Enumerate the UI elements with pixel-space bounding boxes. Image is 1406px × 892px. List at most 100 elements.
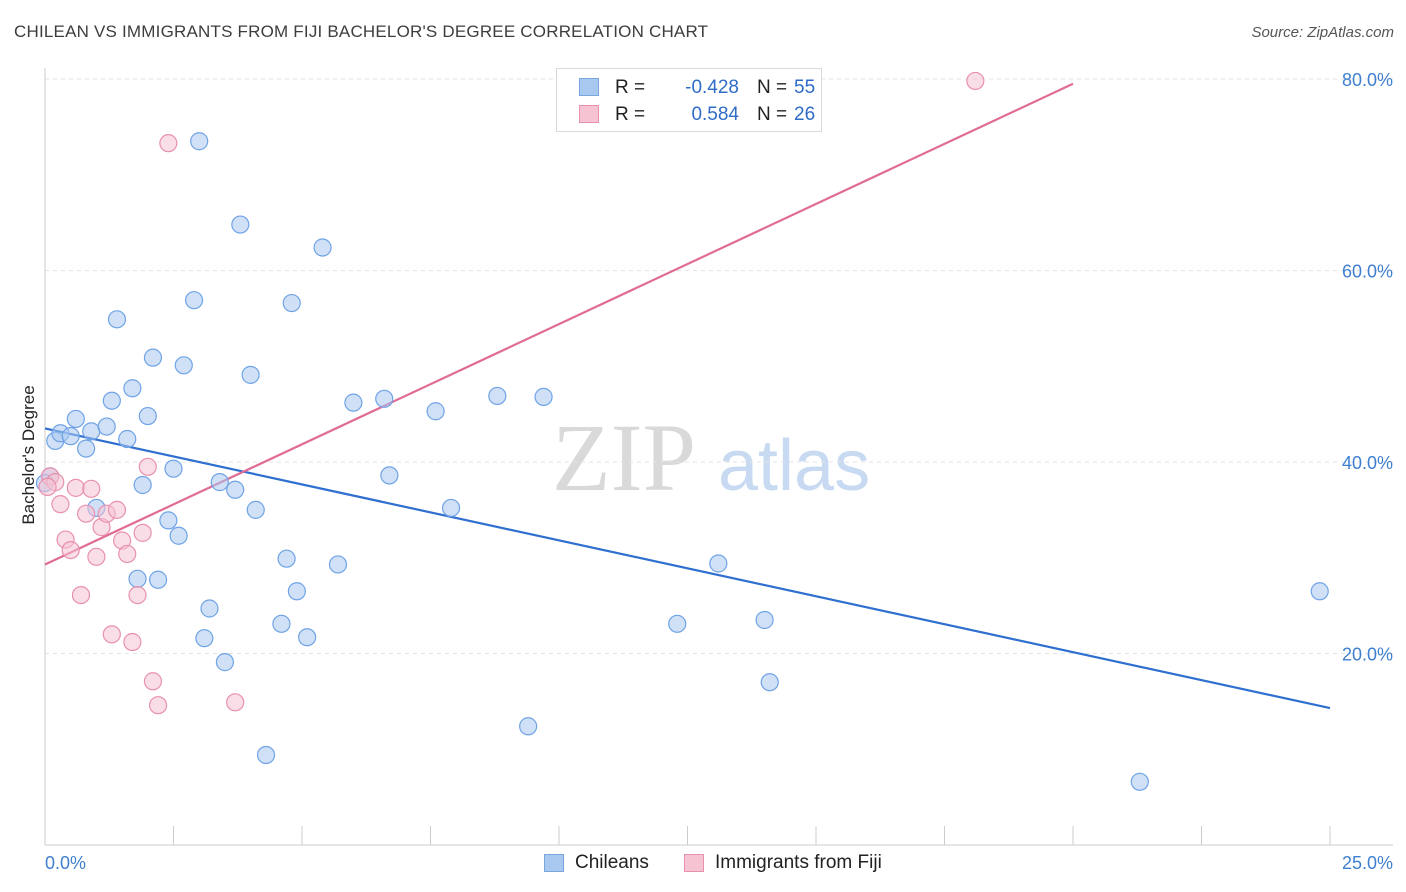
data-point-chileans [287,582,306,601]
data-point-chileans [256,745,276,765]
y-tick-label: 60.0% [1342,262,1393,282]
data-point-chileans [375,389,394,408]
trend-lines [44,82,1331,710]
data-point-chileans [143,348,163,367]
data-point-fiji [107,500,127,519]
x-tick-labels: 0.0% 25.0% [45,853,1393,873]
data-point-chileans [246,500,265,519]
data-point-chileans [133,475,152,495]
legend-n-value: 26 [794,104,816,125]
data-point-chileans [174,356,193,375]
legend-r-value: -0.428 [685,77,739,98]
data-point-chileans [313,238,332,257]
source-label: Source: ZipAtlas.com [1251,24,1394,41]
legend-r-label: R = [615,77,646,98]
x-tick-label: 25.0% [1342,853,1393,873]
gridlines [45,78,1393,654]
data-point-chileans [709,554,728,573]
data-point-fiji [148,696,168,715]
data-point-chileans [441,498,461,518]
bottom-legend-label-fiji: Immigrants from Fiji [715,852,882,873]
data-point-chileans [97,417,116,436]
legend-swatch-chileans [579,78,599,96]
data-point-chileans [760,673,779,692]
watermark-zip: ZIP [552,404,696,511]
y-tick-labels: 20.0% 40.0% 60.0% 80.0% [1342,70,1393,665]
data-point-fiji [61,540,80,560]
data-point-fiji [133,523,152,542]
data-point-chileans [148,570,168,589]
watermark-atlas: atlas [718,426,870,506]
legend-n-label: N = [757,77,788,98]
data-point-fiji [118,544,137,564]
data-point-chileans [755,610,774,630]
data-point-chileans [184,291,204,310]
data-point-chileans [102,391,121,410]
data-point-chileans [123,379,142,398]
data-point-fiji [87,547,106,566]
data-point-chileans [241,365,260,384]
data-point-chileans [66,409,85,429]
data-point-chileans [200,599,219,618]
data-point-chileans [231,215,250,234]
y-axis-label: Bachelor's Degree [19,385,38,524]
data-point-chileans [1130,772,1149,791]
data-point-chileans [61,427,80,446]
data-point-chileans [210,473,229,492]
data-point-chileans [82,422,101,441]
legend-swatch-fiji [579,105,599,123]
data-point-chileans [426,402,445,421]
data-point-chileans [164,459,183,478]
axes [44,68,1393,846]
data-points [35,71,1329,791]
data-point-fiji [51,495,70,514]
data-point-fiji [102,625,121,644]
data-point-chileans [169,526,188,545]
data-point-chileans [298,628,317,647]
legend-r-value: 0.584 [691,104,739,125]
data-point-chileans [534,387,553,406]
data-point-fiji [71,585,91,605]
data-point-chileans [668,614,687,633]
data-point-fiji [159,134,178,153]
data-point-chileans [272,614,291,633]
legend-r-label: R = [615,104,646,125]
y-tick-label: 20.0% [1342,645,1393,665]
chart-title: CHILEAN VS IMMIGRANTS FROM FIJI BACHELOR… [14,22,709,41]
data-point-chileans [128,569,147,588]
data-point-fiji [82,479,101,498]
bottom-legend-label-chileans: Chileans [575,852,649,873]
watermark: ZIP atlas [552,404,870,511]
data-point-fiji [77,504,96,523]
data-point-chileans [107,310,127,329]
legend-n-label: N = [757,104,788,125]
data-point-fiji [143,672,163,691]
x-tick-label: 0.0% [45,853,86,873]
y-tick-label: 80.0% [1342,70,1393,90]
data-point-fiji [966,71,985,91]
data-point-fiji [38,477,57,496]
legend-n-value: 55 [794,77,816,98]
correlation-legend: R = -0.428 N = 55 R = 0.584 N = 26 [556,68,822,132]
y-tick-label: 40.0% [1342,453,1393,473]
data-point-chileans [1310,582,1329,601]
data-point-chileans [344,393,363,412]
data-point-chileans [380,466,399,485]
bottom-legend-swatch-fiji [684,854,704,872]
data-point-chileans [282,293,301,313]
bottom-legend-swatch-chileans [544,854,564,872]
data-point-chileans [277,549,296,568]
data-point-fiji [66,478,85,497]
data-point-fiji [138,457,157,476]
data-point-chileans [488,386,507,406]
data-point-chileans [215,653,234,672]
data-point-fiji [123,632,142,652]
data-point-fiji [128,585,147,605]
data-point-chileans [195,629,214,648]
data-point-chileans [159,511,178,530]
data-point-chileans [519,717,538,736]
data-point-fiji [226,693,245,712]
trend-line [44,427,1331,710]
data-point-chileans [118,429,137,449]
